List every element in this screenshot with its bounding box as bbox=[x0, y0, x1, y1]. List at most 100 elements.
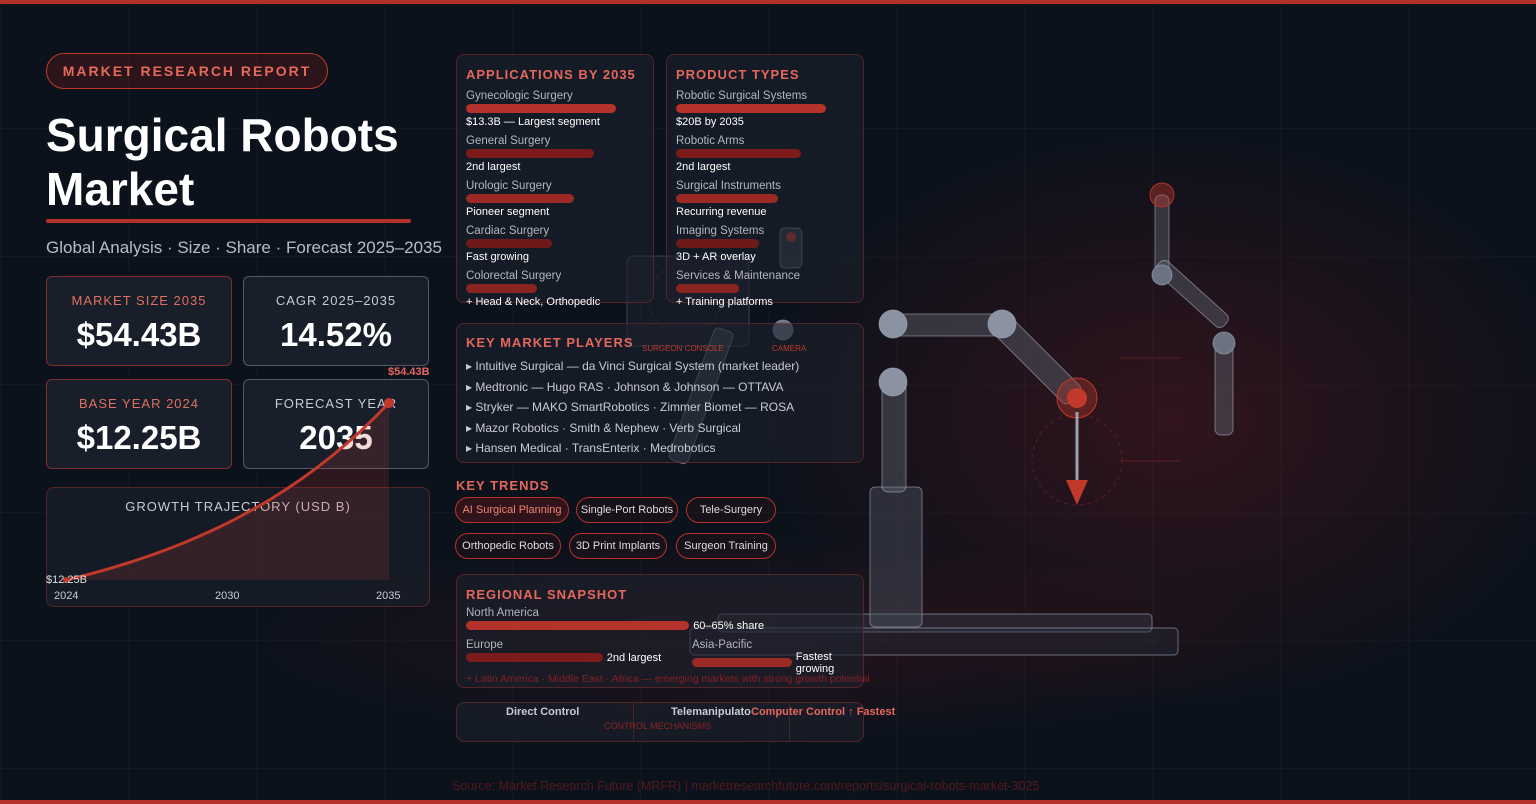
segment-row: Colorectal Surgery + Head & Neck, Orthope… bbox=[466, 270, 644, 308]
report-badge: MARKET RESEARCH REPORT bbox=[46, 53, 328, 89]
segment-row: General Surgery 2nd largest bbox=[466, 135, 644, 173]
control-computer: Computer Control ↑ Fastest bbox=[751, 706, 896, 718]
player-item: ▸ Intuitive Surgical — da Vinci Surgical… bbox=[466, 359, 800, 373]
applications-title: APPLICATIONS BY 2035 bbox=[466, 67, 636, 82]
segment-bar bbox=[676, 239, 759, 248]
segment-row: Urologic Surgery Pioneer segment bbox=[466, 180, 644, 218]
regional-panel: REGIONAL SNAPSHOT North America 60–65% s… bbox=[456, 574, 870, 688]
segment-name: Colorectal Surgery bbox=[466, 270, 562, 282]
segment-row: Robotic Surgical Systems $20B by 2035 bbox=[676, 90, 854, 128]
robot-arm-horizontal bbox=[891, 313, 1005, 337]
segment-name: Urologic Surgery bbox=[466, 180, 552, 192]
page-subtitle: Global Analysis · Size · Share · Forecas… bbox=[46, 238, 442, 257]
product-types-panel: PRODUCT TYPES Robotic Surgical Systems $2… bbox=[666, 54, 864, 308]
x-tick-2035: 2035 bbox=[376, 590, 401, 602]
trend-pill[interactable]: Single-Port Robots bbox=[576, 497, 678, 523]
segment-name: Robotic Surgical Systems bbox=[676, 90, 808, 102]
robot-column bbox=[869, 486, 923, 628]
segment-desc: $20B by 2035 bbox=[676, 116, 744, 128]
joint bbox=[1151, 264, 1173, 286]
segment-desc: Fast growing bbox=[466, 251, 529, 263]
trend-pill[interactable]: Tele-Surgery bbox=[686, 497, 776, 523]
x-tick-2024: 2024 bbox=[54, 590, 79, 602]
region-name: Asia-Pacific bbox=[692, 639, 753, 651]
segment-name: Cardiac Surgery bbox=[466, 225, 550, 237]
control-label: CONTROL MECHANISMS bbox=[604, 721, 712, 731]
segment-name: General Surgery bbox=[466, 135, 551, 147]
robot-arm-vertical bbox=[881, 379, 907, 493]
kpi-value: 14.52% bbox=[280, 316, 392, 353]
region-bar bbox=[692, 658, 792, 667]
camera-label: CAMERA bbox=[772, 344, 807, 353]
player-item: ▸ Mazor Robotics · Smith & Nephew · Verb… bbox=[466, 420, 741, 435]
segment-row: Surgical Instruments Recurring revenue bbox=[676, 180, 854, 218]
segment-bar bbox=[466, 194, 574, 203]
chart-title: GROWTH TRAJECTORY (USD B) bbox=[125, 499, 351, 514]
region-desc: 60–65% share bbox=[693, 620, 765, 632]
segment-name: Gynecologic Surgery bbox=[466, 90, 573, 102]
background-glow bbox=[770, 140, 1536, 700]
regional-note: + Latin America · Middle East · Africa —… bbox=[466, 673, 870, 685]
end-effector-core bbox=[1067, 388, 1087, 408]
kpi-value: 2035 bbox=[299, 419, 373, 456]
segment-row: Gynecologic Surgery $13.3B — Largest segm… bbox=[466, 90, 644, 128]
kpi-cagr: CAGR 2025–2035 14.52% bbox=[243, 276, 429, 366]
surgeon-console-label: SURGEON CONSOLE bbox=[642, 344, 724, 353]
region-desc: 2nd largest bbox=[606, 652, 662, 664]
region-name: Europe bbox=[466, 639, 504, 651]
region-north-america: North America 60–65% share bbox=[466, 607, 764, 633]
player-item: ▸ Hansen Medical · TransEnterix · Medrob… bbox=[466, 441, 716, 455]
player-item: ▸ Stryker — MAKO SmartRobotics · Zimmer … bbox=[466, 400, 795, 414]
segment-desc: 3D + AR overlay bbox=[676, 251, 756, 263]
growth-chart bbox=[63, 398, 394, 583]
x-tick-2030: 2030 bbox=[215, 590, 240, 602]
segment-row: Robotic Arms 2nd largest bbox=[676, 135, 854, 173]
segment-bar bbox=[676, 104, 826, 113]
control-direct: Direct Control bbox=[506, 706, 580, 718]
control-telemanipulator: Telemanipulator bbox=[671, 706, 751, 718]
trend-pill[interactable]: 3D Print Implants bbox=[569, 533, 667, 559]
bottom-accent-bar bbox=[0, 800, 1536, 804]
chart-end-label: $54.43B bbox=[388, 366, 430, 378]
divider bbox=[789, 703, 790, 741]
control-mechanisms-panel: Direct Control Telemanipulator Computer … bbox=[456, 702, 895, 742]
instrument-tip-icon bbox=[1066, 480, 1088, 505]
joint bbox=[1212, 331, 1236, 355]
source-note: Source: Market Research Future (MRFR) | … bbox=[452, 779, 1040, 793]
segment-bar bbox=[676, 149, 801, 158]
kpi-base-year: BASE YEAR 2024 $12.25B bbox=[46, 379, 232, 469]
segment-row: Cardiac Surgery Fast growing bbox=[466, 225, 644, 263]
segment-bar bbox=[466, 104, 616, 113]
trend-pill[interactable]: AI Surgical Planning bbox=[455, 497, 569, 523]
trend-pill[interactable]: Orthopedic Robots bbox=[455, 533, 561, 559]
segment-desc: 2nd largest bbox=[466, 161, 521, 173]
regional-title: REGIONAL SNAPSHOT bbox=[466, 587, 628, 602]
key-players-title: KEY MARKET PLAYERS bbox=[466, 335, 634, 350]
growth-line bbox=[65, 401, 391, 582]
joint bbox=[878, 309, 908, 339]
joint bbox=[878, 367, 908, 397]
region-desc: Fastest growing bbox=[795, 651, 835, 675]
right-arm-diagonal bbox=[1155, 259, 1229, 329]
trend-pill[interactable]: Surgeon Training bbox=[676, 533, 776, 559]
top-accent-bar bbox=[0, 0, 1536, 4]
segment-desc: + Training platforms bbox=[676, 296, 773, 308]
segment-name: Surgical Instruments bbox=[676, 180, 781, 192]
region-bar bbox=[466, 621, 690, 630]
kpi-label: FORECAST YEAR bbox=[274, 396, 398, 411]
segment-name: Services & Maintenance bbox=[676, 270, 801, 282]
title-underline bbox=[46, 219, 411, 223]
joint bbox=[987, 309, 1017, 339]
segment-bar bbox=[676, 194, 778, 203]
segment-desc: Recurring revenue bbox=[676, 206, 767, 218]
segment-desc: + Head & Neck, Orthopedic bbox=[466, 296, 601, 308]
page-title: Surgical Robots Market bbox=[46, 109, 399, 215]
kpi-label: BASE YEAR 2024 bbox=[79, 396, 199, 411]
divider bbox=[633, 703, 634, 741]
applications-panel: APPLICATIONS BY 2035 Gynecologic Surgery… bbox=[456, 54, 654, 308]
segment-row: Services & Maintenance + Training platfor… bbox=[676, 270, 854, 308]
segment-name: Imaging Systems bbox=[676, 225, 765, 237]
player-item: ▸ Medtronic — Hugo RAS · Johnson & Johns… bbox=[466, 379, 784, 394]
end-point bbox=[384, 398, 394, 408]
segment-desc: Pioneer segment bbox=[466, 206, 550, 218]
